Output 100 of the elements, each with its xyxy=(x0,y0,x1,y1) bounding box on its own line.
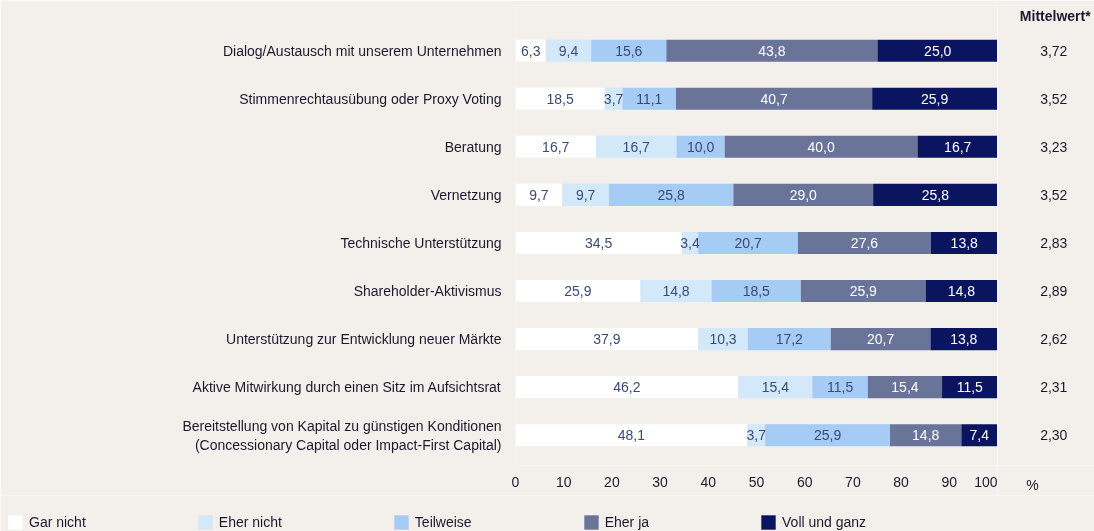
data-label: 18,5 xyxy=(546,90,574,107)
data-label: 17,2 xyxy=(775,331,804,348)
bar xyxy=(515,376,739,399)
bar xyxy=(591,39,667,62)
data-label: 37,9 xyxy=(593,331,621,348)
data-label: 15,4 xyxy=(761,379,790,396)
bar xyxy=(961,424,997,447)
bar xyxy=(873,183,997,206)
x-tick-label: 70 xyxy=(845,473,861,490)
data-label: 48,1 xyxy=(617,427,646,444)
data-label: 10,0 xyxy=(686,138,715,155)
x-tick-label: 10 xyxy=(555,473,572,490)
bar xyxy=(515,279,641,303)
x-tick-label: 50 xyxy=(748,473,765,490)
bar xyxy=(890,424,962,447)
bar xyxy=(515,231,682,255)
x-tick-label: 40 xyxy=(700,473,717,490)
bar xyxy=(830,328,931,351)
y-tick-label: Bereitstellung von Kapital zu günstigen Konditionen (Concessionary Capital oder Impact-First Capital) xyxy=(182,417,502,453)
bar xyxy=(765,424,891,447)
data-label: 20,7 xyxy=(734,234,762,251)
data-label: 13,8 xyxy=(950,331,978,348)
legend-label: Eher nicht xyxy=(218,514,282,530)
bar xyxy=(747,328,831,351)
x-axis-title: % xyxy=(1026,476,1039,493)
data-label: 10,3 xyxy=(709,331,737,348)
bar xyxy=(609,183,734,206)
data-label: 7,4 xyxy=(969,427,990,444)
y-tick-label: Stimmenrechtausübung oder Proxy Voting xyxy=(239,90,502,107)
bar xyxy=(666,39,878,62)
data-label: 3,7 xyxy=(603,90,624,107)
text: 2,62 xyxy=(1040,331,1068,348)
data-label: 16,7 xyxy=(622,138,651,155)
bar xyxy=(738,376,813,399)
data-label: 43,8 xyxy=(758,42,786,59)
data-label: 27,6 xyxy=(850,234,879,251)
text: 3,52 xyxy=(1040,186,1068,203)
bar xyxy=(515,328,699,351)
data-label: 15,4 xyxy=(891,379,919,396)
data-label: 14,8 xyxy=(662,283,690,300)
data-label: 13,8 xyxy=(950,234,979,251)
y-tick-label: Technische Unterstützung xyxy=(340,234,502,251)
x-tick-label: 60 xyxy=(796,473,813,490)
y-tick-label: Shareholder-Aktivismus xyxy=(353,283,502,300)
data-label: 9,4 xyxy=(558,42,579,59)
data-label: 14,8 xyxy=(912,427,940,444)
data-label: 40,0 xyxy=(807,138,835,155)
bar xyxy=(698,231,798,255)
data-label: 14,8 xyxy=(947,283,976,300)
bar xyxy=(711,279,801,303)
legend-label: Gar nicht xyxy=(29,514,86,530)
bar xyxy=(942,376,997,399)
bar xyxy=(917,135,997,158)
data-label: 25,8 xyxy=(921,186,950,203)
data-label: 11,1 xyxy=(636,90,663,107)
bar xyxy=(800,279,926,303)
bar xyxy=(724,135,918,158)
data-label: 9,7 xyxy=(575,186,596,203)
data-label: 34,5 xyxy=(585,234,613,251)
bar xyxy=(797,231,931,255)
bar xyxy=(676,87,873,110)
data-label: 25,9 xyxy=(920,90,949,107)
data-label: 15,6 xyxy=(615,42,643,59)
x-tick-label: 100 xyxy=(974,473,998,490)
data-label: 6,3 xyxy=(520,42,541,59)
data-label: 16,7 xyxy=(944,138,972,155)
bar xyxy=(515,424,748,447)
y-tick-label: Unterstützung zur Entwicklung neuer Märkte xyxy=(226,331,502,348)
data-label: 3,7 xyxy=(746,427,767,444)
bar xyxy=(640,279,712,303)
data-label: 9,7 xyxy=(529,186,549,203)
text: 3,72 xyxy=(1040,42,1068,59)
bar xyxy=(877,39,997,62)
legend-label: Eher ja xyxy=(604,514,650,530)
text: 3,52 xyxy=(1040,90,1068,107)
data-label: 25,9 xyxy=(813,427,842,444)
y-tick-label: Beratung xyxy=(444,138,502,155)
legend-label: Voll und ganz xyxy=(782,514,867,530)
bar xyxy=(867,376,943,399)
x-tick-label: 0 xyxy=(511,473,520,490)
data-label: 11,5 xyxy=(956,379,984,396)
bar xyxy=(515,87,605,110)
data-label: 46,2 xyxy=(613,379,641,396)
text: 2,83 xyxy=(1040,234,1068,251)
data-label: 18,5 xyxy=(742,283,771,300)
x-tick-label: 30 xyxy=(652,473,669,490)
x-tick-label: 20 xyxy=(604,473,620,490)
data-label: 29,0 xyxy=(789,186,818,203)
data-label: 16,7 xyxy=(542,138,570,155)
bar xyxy=(595,135,677,158)
data-label: 25,8 xyxy=(657,186,686,203)
text: 3,23 xyxy=(1040,138,1068,155)
text: 2,89 xyxy=(1040,283,1068,300)
data-label: 20,7 xyxy=(866,331,895,348)
text: Mittelwert* xyxy=(1019,7,1092,24)
y-tick-label: Dialog/Austausch mit unserem Unternehmen xyxy=(222,42,502,59)
bar xyxy=(562,183,610,206)
data-label: 40,7 xyxy=(760,90,788,107)
data-label: 25,9 xyxy=(849,283,878,300)
bar xyxy=(872,87,997,110)
